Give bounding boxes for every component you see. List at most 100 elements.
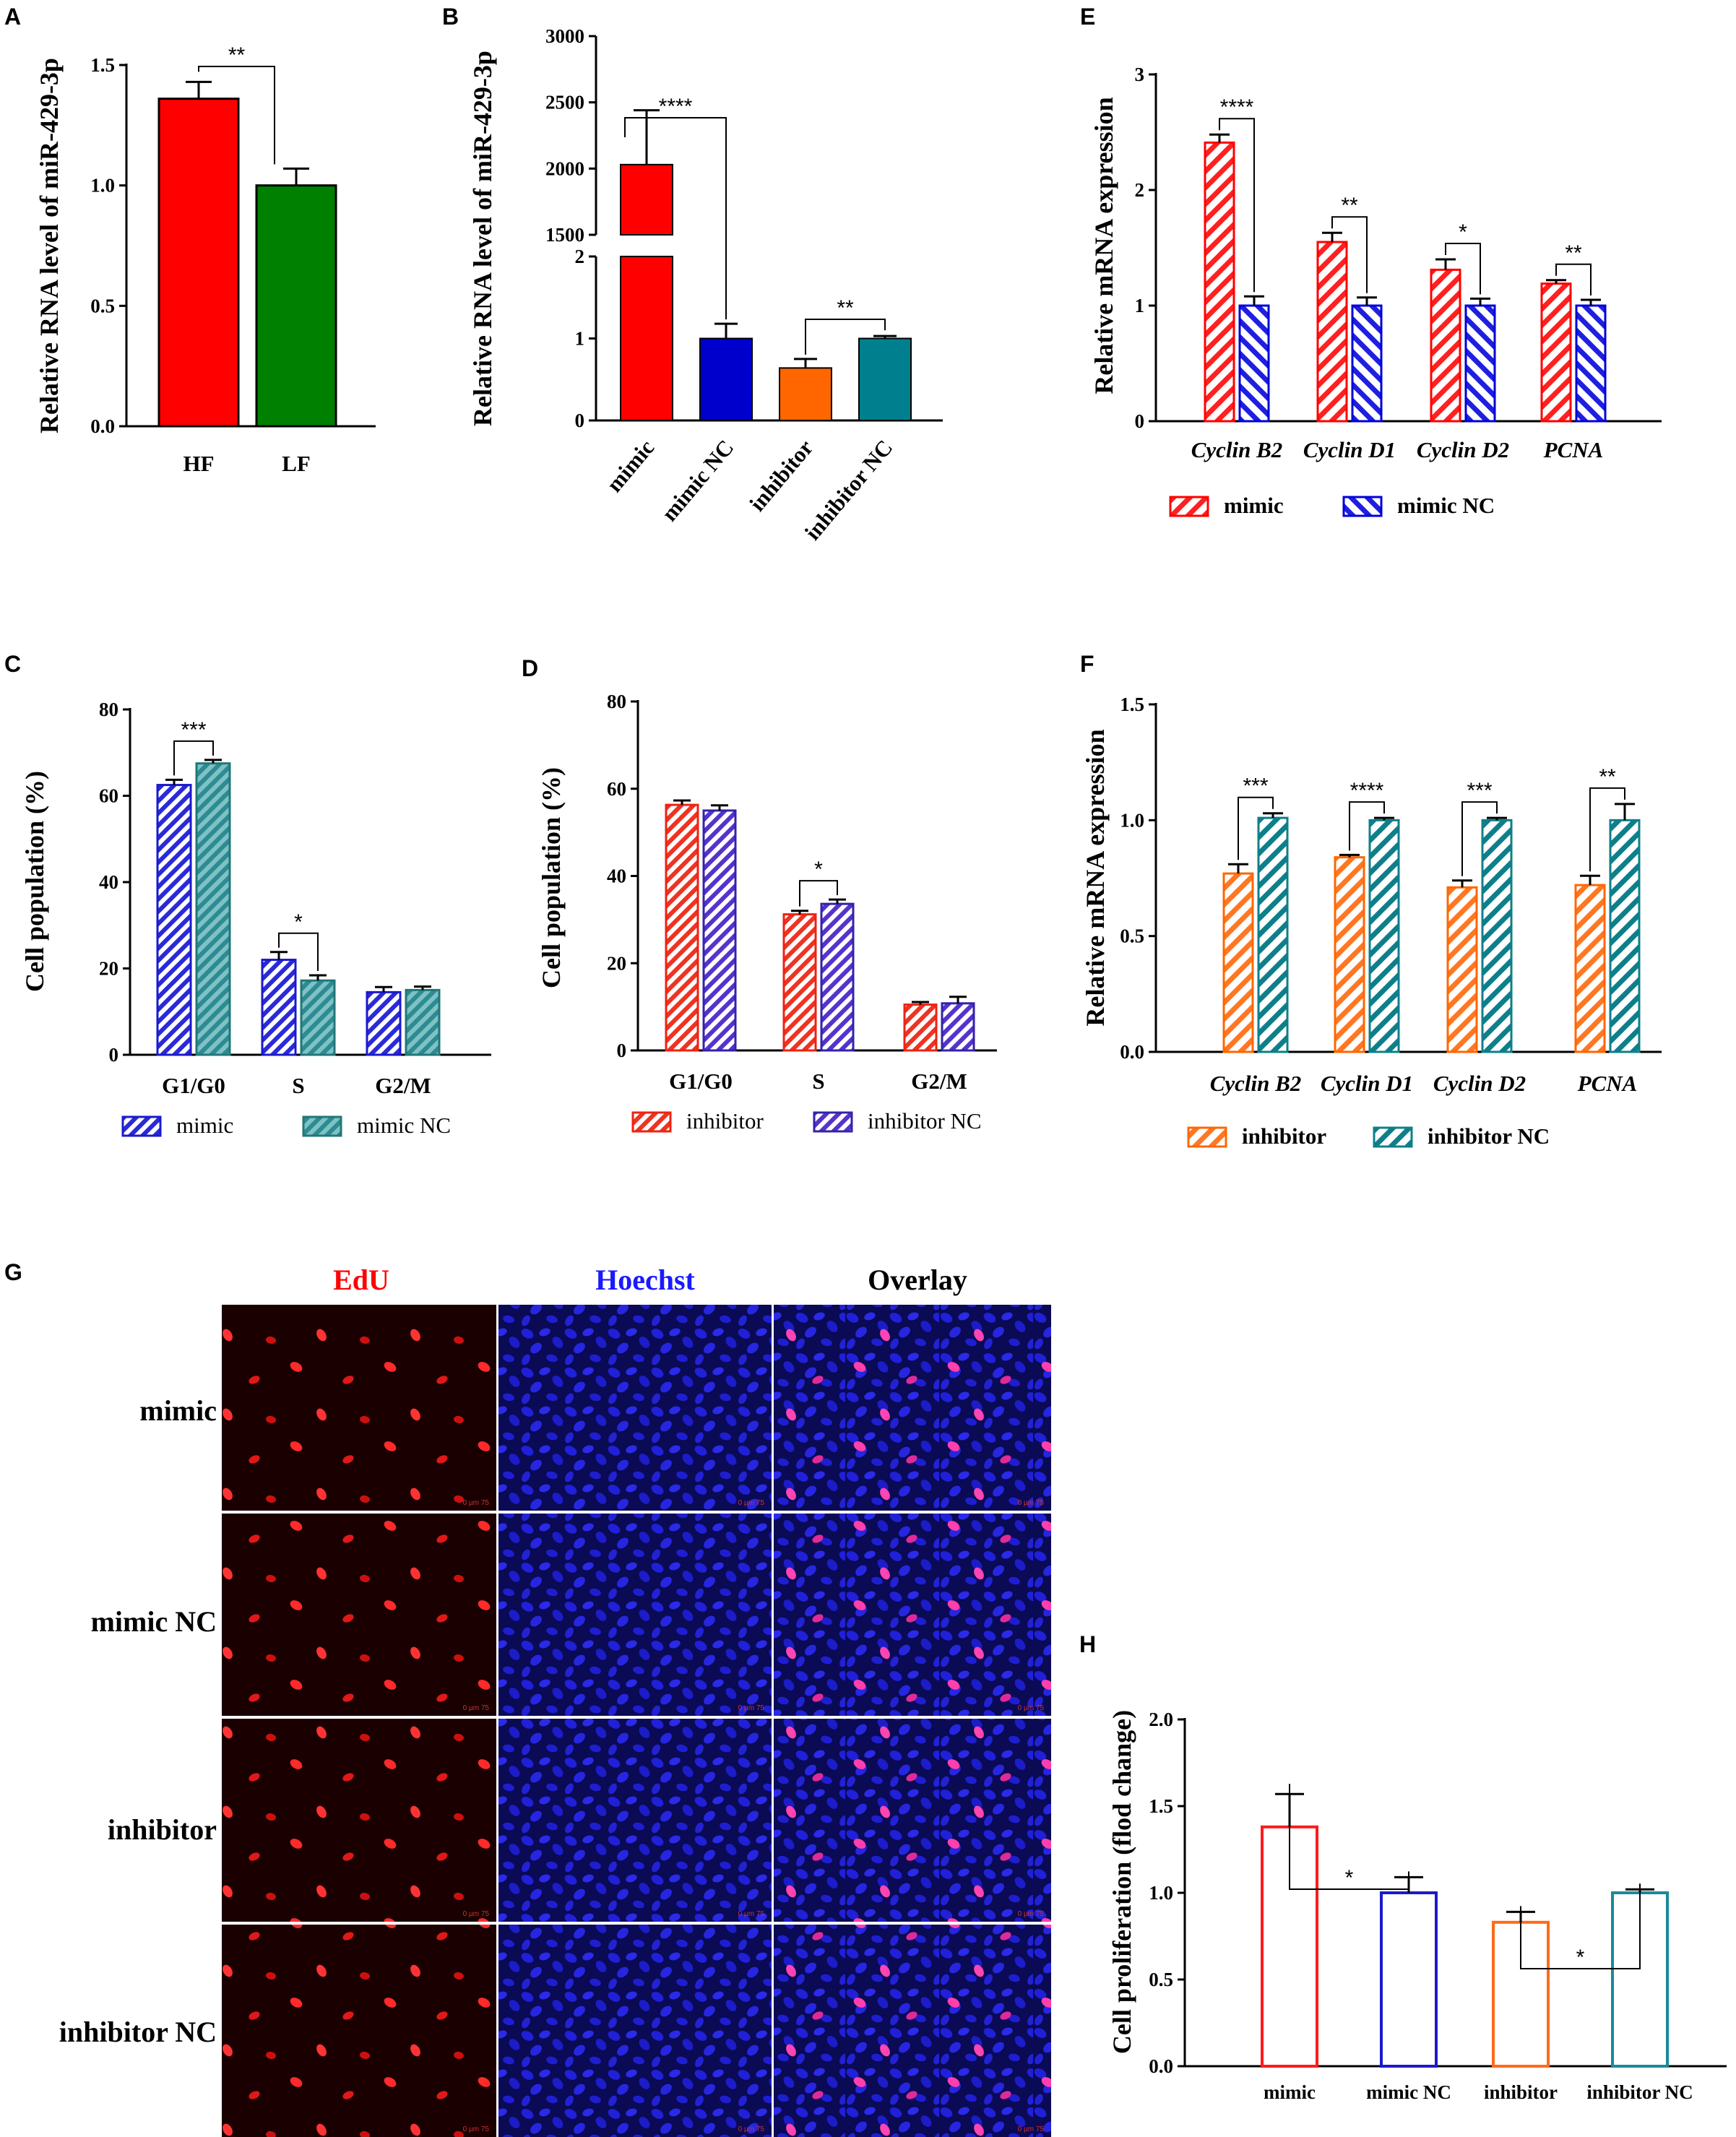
significance-bracket — [278, 932, 319, 972]
legend-label: mimic NC — [357, 1113, 451, 1138]
x-tick-label: mimic NC — [1366, 2081, 1451, 2103]
bar-inhibitor — [1334, 856, 1365, 1053]
significance-bracket — [1461, 801, 1498, 876]
bar-mimic-nc — [405, 988, 441, 1056]
micrograph-edu — [222, 1305, 496, 1511]
x-tick-label: LF — [282, 451, 311, 476]
scale-bar-label: 0 µm 75 — [463, 1910, 490, 1918]
significance-label: *** — [181, 718, 206, 742]
legend-swatch — [302, 1115, 342, 1137]
scale-bar-label: 0 µm 75 — [463, 1704, 490, 1712]
significance-label: **** — [1220, 95, 1254, 119]
row-label-inhibitor-nc: inhibitor NC — [59, 2016, 217, 2048]
y-tick-label: 1 — [1135, 295, 1145, 316]
column-label-overlay: Overlay — [868, 1264, 967, 1296]
y-tick-label: 20 — [99, 958, 118, 980]
x-tick-label: Cyclin D2 — [1417, 437, 1509, 462]
y-tick-label: 0 — [575, 410, 585, 431]
x-tick-label: S — [812, 1068, 824, 1094]
x-tick-label: mimic — [1264, 2081, 1316, 2103]
x-tick-label: Cyclin D1 — [1303, 437, 1396, 462]
y-tick-label: 40 — [99, 871, 118, 893]
y-tick-label: 1 — [575, 328, 585, 350]
panel-letter-a: A — [4, 4, 21, 30]
y-tick-label: 1.0 — [1149, 1882, 1173, 1904]
scale-bar-label: 0 µm 75 — [1018, 1910, 1045, 1918]
bar-inhibitor — [1574, 884, 1606, 1053]
bar — [779, 367, 832, 421]
y-tick-label: 0.5 — [1149, 1969, 1173, 1990]
x-tick-label: G2/M — [375, 1073, 431, 1098]
bar-inhibitor-nc — [1368, 819, 1400, 1053]
scale-bar-label: 0 µm 75 — [738, 2125, 765, 2133]
significance-label: ** — [837, 296, 854, 320]
bar-mimic — [366, 990, 402, 1056]
y-tick-label: 80 — [607, 691, 626, 712]
y-tick-label: 1.5 — [1120, 694, 1144, 715]
y-axis-title: Cell population (%) — [20, 771, 49, 992]
significance-bracket — [1589, 787, 1625, 872]
bar-mimic-nc — [300, 979, 336, 1056]
significance-bracket — [173, 740, 214, 776]
significance-label: **** — [659, 95, 693, 118]
significance-label: * — [294, 910, 303, 934]
bar-mimic-nc — [195, 762, 231, 1056]
y-axis-title: Relative RNA level of miR-429-3p — [468, 51, 497, 426]
micrograph-overlay — [774, 1305, 1051, 1511]
y-tick-label: 3000 — [545, 25, 584, 47]
y-tick-label: 0.5 — [90, 295, 115, 316]
legend-label: inhibitor NC — [868, 1108, 982, 1134]
y-tick-label: 0.5 — [1120, 925, 1144, 947]
significance-label: **** — [1350, 779, 1384, 803]
significance-bracket — [1349, 801, 1385, 851]
y-tick-label: 2000 — [545, 157, 584, 179]
legend-label: mimic — [176, 1113, 233, 1138]
bar-inhibitor — [782, 913, 817, 1052]
y-tick-label: 0.0 — [1120, 1041, 1144, 1063]
legend-swatch — [1169, 496, 1209, 517]
y-tick-label: 20 — [607, 952, 626, 974]
significance-bracket — [1238, 796, 1274, 860]
panel-letter-e: E — [1080, 4, 1095, 30]
bar-mimic-nc — [1464, 304, 1496, 423]
y-axis-title: Relative mRNA expression — [1089, 97, 1118, 394]
bar-inhibitor-nc — [1609, 819, 1641, 1053]
row-label-mimic: mimic — [139, 1394, 217, 1427]
significance-bracket — [1219, 118, 1255, 293]
y-tick-label: 1.5 — [90, 54, 115, 76]
significance-label: ** — [1599, 765, 1616, 789]
scale-bar-label: 0 µm 75 — [738, 1910, 765, 1918]
x-tick-label: G2/M — [911, 1068, 967, 1094]
column-label-hoechst: Hoechst — [595, 1264, 695, 1296]
row-label-inhibitor: inhibitor — [108, 1813, 217, 1846]
scale-bar-label: 0 µm 75 — [1018, 2125, 1045, 2133]
micrograph-overlay — [774, 1514, 1051, 1716]
micrograph-hoechst — [498, 1925, 772, 2137]
legend-swatch — [813, 1111, 853, 1133]
panel-letter-b: B — [442, 4, 459, 30]
x-tick-label: PCNA — [1543, 437, 1604, 462]
y-tick-label: 0 — [109, 1044, 119, 1066]
bar-inhibitor — [903, 1003, 938, 1052]
significance-bracket — [1331, 216, 1368, 293]
bar-upper — [620, 163, 673, 236]
x-tick-label: PCNA — [1577, 1071, 1638, 1096]
chart-a: 0.0 0.5 1.0 1.5 Relative RNA level of miR-42… — [35, 43, 376, 476]
bar-mimic-nc — [1351, 304, 1383, 423]
bar-mimic — [1430, 268, 1461, 423]
panel-g-microscopy: EdU Hoechst Overlay 0 µm 75 0 µm 75 0 µm 7… — [59, 1264, 1051, 2137]
y-tick-label: 60 — [607, 778, 626, 800]
x-tick-label: inhibitor NC — [1586, 2081, 1693, 2103]
significance-bracket — [805, 319, 886, 355]
bar-mimic — [1540, 282, 1572, 423]
scale-bar-label: 0 µm 75 — [1018, 1704, 1045, 1712]
significance-bracket — [1555, 263, 1592, 295]
y-tick-label: 0.0 — [90, 415, 115, 437]
significance-bracket — [799, 880, 838, 907]
bar-inhibitor — [1446, 886, 1478, 1053]
significance-label: * — [814, 858, 823, 881]
x-tick-label: G1/G0 — [669, 1068, 733, 1094]
y-tick-label: 3 — [1135, 64, 1145, 85]
significance-label: ** — [1341, 194, 1358, 217]
